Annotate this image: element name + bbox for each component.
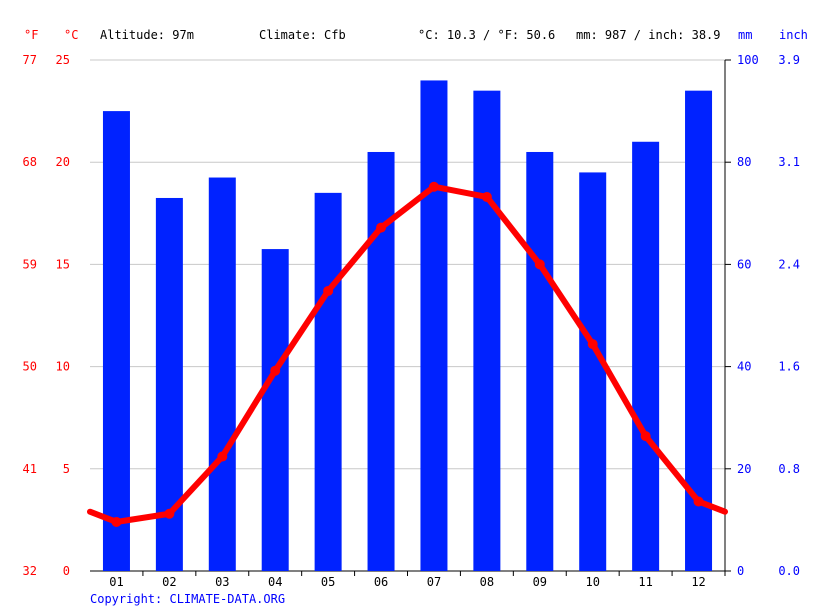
- average-temperature-label: °C: 10.3 / °F: 50.6: [418, 28, 556, 42]
- tick-label-fahrenheit: 41: [23, 462, 37, 476]
- month-label: 02: [162, 575, 176, 589]
- altitude-label: Altitude: 97m: [100, 28, 194, 42]
- temperature-point: [640, 431, 651, 442]
- month-label: 08: [480, 575, 494, 589]
- precipitation-bar: [579, 172, 607, 572]
- tick-label-inch: 3.9: [778, 53, 800, 67]
- inch-unit-label: inch: [779, 28, 808, 42]
- temperature-point: [428, 181, 439, 192]
- precipitation-bar: [367, 151, 395, 572]
- month-label: 12: [691, 575, 705, 589]
- month-label: 07: [427, 575, 441, 589]
- tick-label-mm: 60: [737, 257, 751, 271]
- climate-label: Climate: Cfb: [259, 28, 346, 42]
- temperature-line: [87, 183, 728, 525]
- month-label: 06: [374, 575, 388, 589]
- tick-label-inch: 0.8: [778, 462, 800, 476]
- month-label: 03: [215, 575, 229, 589]
- tick-label-celsius: 25: [56, 53, 70, 67]
- month-label: 10: [585, 575, 599, 589]
- precipitation-bar: [632, 141, 660, 571]
- total-precipitation-label: mm: 987 / inch: 38.9: [576, 28, 721, 42]
- tick-label-fahrenheit: 50: [23, 360, 37, 374]
- copyright-link[interactable]: Copyright: CLIMATE-DATA.ORG: [90, 592, 286, 606]
- tick-label-mm: 80: [737, 155, 751, 169]
- month-label: 04: [268, 575, 282, 589]
- tick-label-celsius: 5: [63, 462, 70, 476]
- precipitation-bar: [102, 111, 130, 571]
- celsius-unit-label: °C: [64, 28, 79, 42]
- temperature-point: [323, 285, 334, 296]
- tick-label-mm: 20: [737, 462, 751, 476]
- precipitation-bar: [526, 151, 554, 572]
- temperature-point: [481, 191, 492, 202]
- tick-label-mm: 100: [737, 53, 759, 67]
- tick-label-mm: 0: [737, 564, 744, 578]
- month-label: 09: [533, 575, 547, 589]
- mm-unit-label: mm: [738, 28, 753, 42]
- tick-label-celsius: 20: [56, 155, 70, 169]
- tick-label-fahrenheit: 77: [23, 53, 37, 67]
- tick-label-inch: 0.0: [778, 564, 800, 578]
- tick-label-inch: 1.6: [778, 360, 800, 374]
- tick-label-fahrenheit: 32: [23, 564, 37, 578]
- temperature-point: [587, 339, 598, 350]
- climate-chart: 32 0 41 5 50 10 59 15 68 20 77 25 0 0.0 20 0.8 40 1.6 60 2.…: [23, 53, 800, 589]
- temperature-point: [270, 365, 281, 376]
- fahrenheit-unit-label: °F: [24, 28, 39, 42]
- tick-label-celsius: 10: [56, 360, 70, 374]
- precipitation-bar: [314, 192, 342, 572]
- temperature-point: [164, 508, 175, 519]
- precipitation-bar: [473, 90, 501, 571]
- tick-label-inch: 2.4: [778, 257, 800, 271]
- precipitation-bar: [261, 249, 289, 571]
- temperature-point: [534, 259, 545, 270]
- temperature-point: [693, 496, 704, 507]
- tick-label-inch: 3.1: [778, 155, 800, 169]
- month-label: 05: [321, 575, 335, 589]
- precipitation-bar: [208, 177, 236, 571]
- tick-label-celsius: 15: [56, 257, 70, 271]
- temperature-point: [376, 222, 387, 233]
- temperature-point: [217, 451, 228, 462]
- tick-label-mm: 40: [737, 360, 751, 374]
- tick-label-fahrenheit: 59: [23, 257, 37, 271]
- tick-label-fahrenheit: 68: [23, 155, 37, 169]
- temperature-point: [111, 516, 122, 527]
- precipitation-bar: [420, 80, 448, 571]
- tick-label-celsius: 0: [63, 564, 70, 578]
- month-label: 01: [109, 575, 123, 589]
- month-label: 11: [638, 575, 652, 589]
